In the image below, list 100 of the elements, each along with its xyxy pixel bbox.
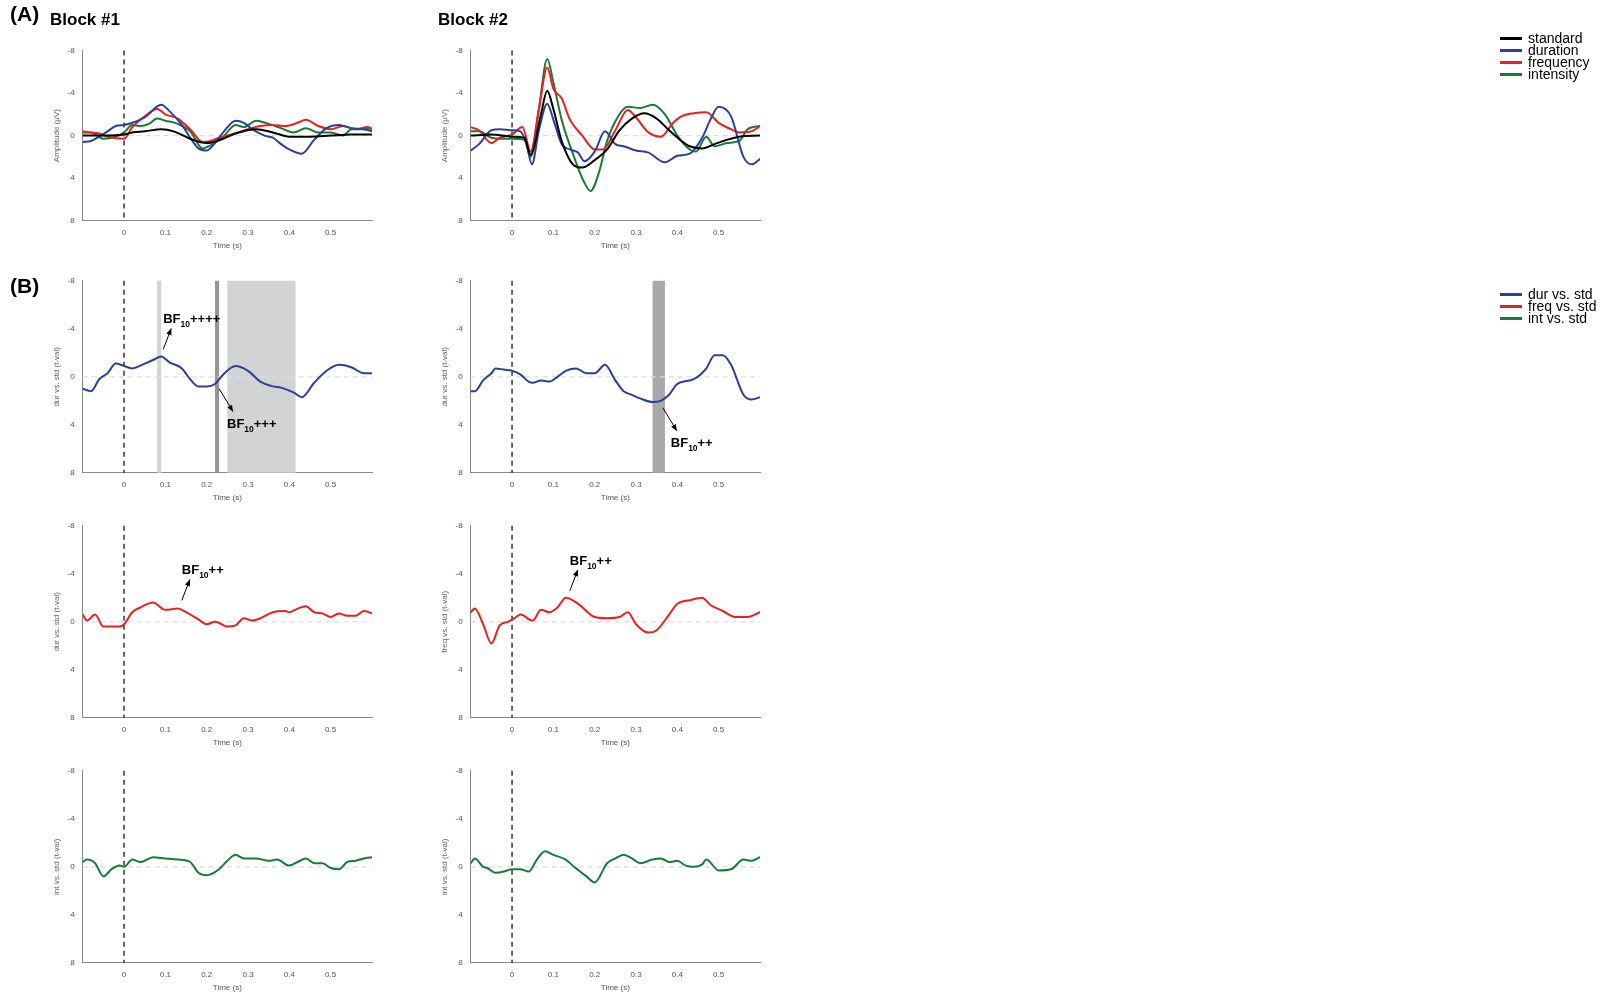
line-series [82, 103, 372, 155]
line-series [82, 601, 372, 628]
x-tick-label: 0.3 [630, 724, 643, 734]
x-tick-label: 0.3 [242, 969, 255, 979]
line-series [470, 66, 760, 153]
y-tick-label: 0 [70, 862, 76, 871]
y-tick-label: 4 [458, 173, 464, 183]
y-tick-label: -8 [455, 521, 464, 530]
x-axis-title: Time (s) [600, 738, 631, 748]
y-tick-label: 4 [458, 665, 464, 674]
y-tick-label: -8 [67, 45, 76, 55]
x-tick-label: 0.5 [713, 227, 725, 237]
y-tick-label: 8 [458, 216, 464, 225]
y-axis-title: dur vs. std (t-val) [440, 346, 449, 407]
chart-title: Block #2 [438, 9, 508, 29]
y-tick-label: -4 [67, 814, 76, 823]
y-tick-label: -8 [67, 766, 76, 775]
x-tick-label: 0.1 [547, 969, 560, 979]
y-tick-label: -8 [67, 276, 76, 285]
y-tick-label: -8 [455, 45, 464, 55]
x-tick-label: 0.2 [201, 724, 213, 734]
x-tick-label: 0.4 [283, 969, 296, 979]
x-tick-label: 0.5 [325, 969, 337, 979]
y-tick-label: 0 [458, 130, 464, 140]
x-tick-label: 0.4 [671, 969, 684, 979]
x-tick-label: 0.2 [201, 227, 213, 237]
y-tick-label: 0 [458, 372, 464, 381]
y-tick-label: 0 [70, 372, 76, 381]
x-tick-label: 0.1 [547, 227, 560, 237]
x-tick-label: 0.5 [713, 969, 725, 979]
x-tick-label: 0 [121, 227, 127, 237]
x-axis-title: Time (s) [212, 738, 243, 748]
x-axis-title: Time (s) [600, 241, 631, 251]
y-tick-label: 8 [70, 713, 76, 722]
text: (B) [10, 274, 40, 298]
x-tick-label: 0 [121, 479, 127, 489]
y-tick-label: 8 [70, 216, 76, 225]
x-axis-title: Time (s) [212, 493, 243, 503]
y-tick-label: 0 [70, 617, 76, 626]
x-tick-label: 0 [509, 479, 515, 489]
line-series [470, 354, 760, 403]
y-axis-title: dur vs. std (t-val) [52, 346, 61, 407]
y-axis-title: int vs. std (t-val) [52, 838, 61, 896]
line-series [470, 596, 760, 645]
y-tick-label: -4 [67, 88, 76, 98]
legend-label: dur vs. std [1528, 286, 1593, 302]
y-tick-label: 4 [70, 910, 76, 919]
y-axis-title: Amplitude (μV) [440, 108, 449, 163]
y-tick-label: -4 [455, 569, 464, 578]
x-tick-label: 0.1 [547, 479, 560, 489]
y-axis-title: int vs. std (t-val) [440, 838, 449, 896]
x-tick-label: 0.3 [630, 969, 643, 979]
x-tick-label: 0.5 [325, 479, 337, 489]
y-axis-title: dur vs. std (t-val) [52, 591, 61, 652]
y-tick-label: 8 [70, 958, 76, 967]
chart-title: Block #1 [50, 9, 120, 29]
y-tick-label: 4 [458, 420, 464, 429]
x-tick-label: 0.2 [589, 479, 601, 489]
y-tick-label: 4 [70, 173, 76, 183]
y-tick-label: 8 [458, 468, 464, 477]
line-series [470, 102, 760, 166]
x-tick-label: 0 [509, 227, 515, 237]
y-tick-label: -4 [67, 324, 76, 333]
x-tick-label: 0 [509, 724, 515, 734]
x-tick-label: 0.1 [159, 724, 172, 734]
x-tick-label: 0.5 [325, 227, 337, 237]
x-tick-label: 0.5 [325, 724, 337, 734]
x-tick-label: 0.2 [201, 969, 213, 979]
y-tick-label: -8 [67, 521, 76, 530]
x-tick-label: 0 [509, 969, 515, 979]
y-tick-label: -8 [455, 766, 464, 775]
y-axis-title: Amplitude (μV) [52, 108, 61, 163]
x-tick-label: 0.2 [589, 969, 601, 979]
x-tick-label: 0.1 [547, 724, 560, 734]
x-tick-label: 0.4 [671, 724, 684, 734]
y-tick-label: -8 [455, 276, 464, 285]
x-tick-label: 0.5 [713, 479, 725, 489]
line-series [82, 117, 372, 150]
y-axis-title: freq vs. std (t-val) [440, 590, 449, 653]
y-tick-label: 0 [458, 862, 464, 871]
x-tick-label: 0.3 [630, 479, 643, 489]
x-axis-title: Time (s) [600, 983, 631, 993]
x-axis-title: Time (s) [212, 983, 243, 993]
x-tick-label: 0.4 [671, 227, 684, 237]
x-tick-label: 0.3 [242, 724, 255, 734]
x-tick-label: 0.4 [283, 479, 296, 489]
y-tick-label: 0 [70, 130, 76, 140]
x-tick-label: 0.1 [159, 479, 172, 489]
x-tick-label: 0.3 [630, 227, 643, 237]
y-tick-label: -4 [455, 814, 464, 823]
x-tick-label: 0.2 [589, 724, 601, 734]
x-tick-label: 0.4 [283, 227, 296, 237]
x-tick-label: 0.5 [713, 724, 725, 734]
x-tick-label: 0.3 [242, 479, 255, 489]
y-tick-label: 0 [458, 617, 464, 626]
x-tick-label: 0.1 [159, 969, 172, 979]
x-tick-label: 0.2 [589, 227, 601, 237]
x-axis-title: Time (s) [600, 493, 631, 503]
y-tick-label: -4 [67, 569, 76, 578]
line-series [82, 853, 372, 878]
